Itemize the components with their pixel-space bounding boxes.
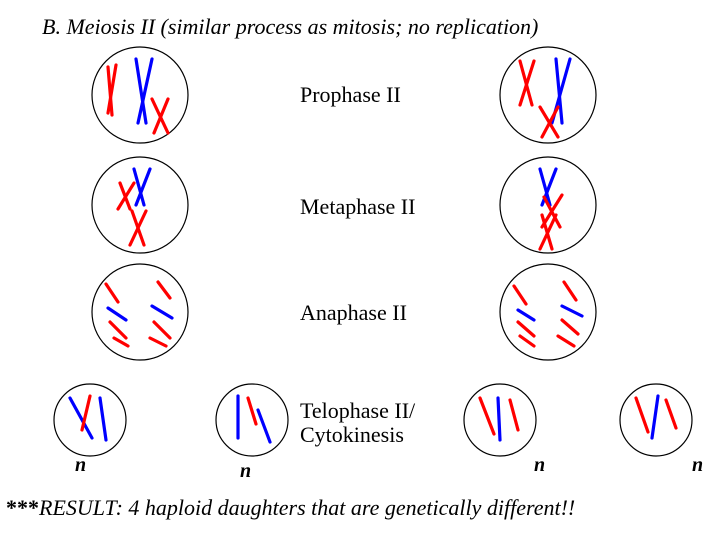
- chromatid-blue: [152, 306, 172, 318]
- result-prefix: ***: [6, 495, 39, 520]
- cell-membrane: [92, 47, 188, 143]
- chromatid-red: [150, 338, 166, 346]
- chromatid-blue: [498, 398, 500, 440]
- chromatid-red: [154, 322, 170, 338]
- chromatid-red: [666, 400, 676, 428]
- cell-membrane: [92, 157, 188, 253]
- cell-telophase-3: [458, 378, 542, 462]
- cell-anaphase-right: [494, 258, 602, 366]
- cell-membrane: [92, 264, 188, 360]
- chromatid-red: [520, 336, 534, 346]
- chromatid-red: [106, 284, 118, 302]
- result-text: RESULT: 4 haploid daughters that are gen…: [39, 495, 575, 520]
- chromatid-blue: [100, 398, 106, 440]
- chromatid-red: [248, 398, 256, 424]
- chromatid-red: [564, 282, 576, 300]
- chromatid-red: [514, 286, 526, 304]
- cell-telophase-2: [210, 378, 294, 462]
- cell-telophase-1: [48, 378, 132, 462]
- diagram-root: { "title": { "text": "B. Meiosis II (sim…: [0, 0, 720, 540]
- chromatid-red: [110, 322, 126, 338]
- chromatid-red: [558, 336, 574, 346]
- chromatid-red: [562, 320, 578, 334]
- phase-label: Anaphase II: [300, 300, 407, 326]
- chromatid-red: [636, 398, 648, 432]
- phase-label: Prophase II: [300, 82, 401, 108]
- chromatid-blue: [562, 306, 582, 316]
- phase-label: Cytokinesis: [300, 422, 404, 448]
- cell-metaphase-right: [494, 151, 602, 259]
- chromatid-red: [480, 398, 494, 434]
- cell-membrane: [216, 384, 288, 456]
- haploid-n-label: n: [240, 460, 251, 483]
- cell-prophase-right: [494, 41, 602, 149]
- result-line: ***RESULT: 4 haploid daughters that are …: [6, 495, 575, 521]
- cell-prophase-left: [86, 41, 194, 149]
- chromatid-blue: [258, 410, 270, 442]
- chromatid-blue: [652, 396, 658, 438]
- chromatid-blue: [108, 308, 126, 320]
- phase-label: Metaphase II: [300, 194, 415, 220]
- phase-label: Telophase II/: [300, 398, 415, 424]
- cell-telophase-4: [614, 378, 698, 462]
- cell-membrane: [500, 264, 596, 360]
- chromatid-blue: [518, 310, 534, 320]
- cell-anaphase-left: [86, 258, 194, 366]
- cell-metaphase-left: [86, 151, 194, 259]
- chromatid-red: [518, 322, 534, 336]
- chromatid-red: [158, 282, 170, 298]
- chromatid-red: [510, 400, 518, 430]
- diagram-title: B. Meiosis II (similar process as mitosi…: [42, 14, 538, 40]
